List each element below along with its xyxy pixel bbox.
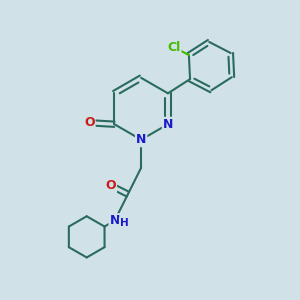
Text: O: O <box>106 179 116 192</box>
Text: N: N <box>163 118 173 131</box>
Text: N: N <box>110 214 120 227</box>
Text: Cl: Cl <box>167 41 181 54</box>
Text: H: H <box>120 218 128 228</box>
Text: N: N <box>136 133 146 146</box>
Text: O: O <box>84 116 95 129</box>
